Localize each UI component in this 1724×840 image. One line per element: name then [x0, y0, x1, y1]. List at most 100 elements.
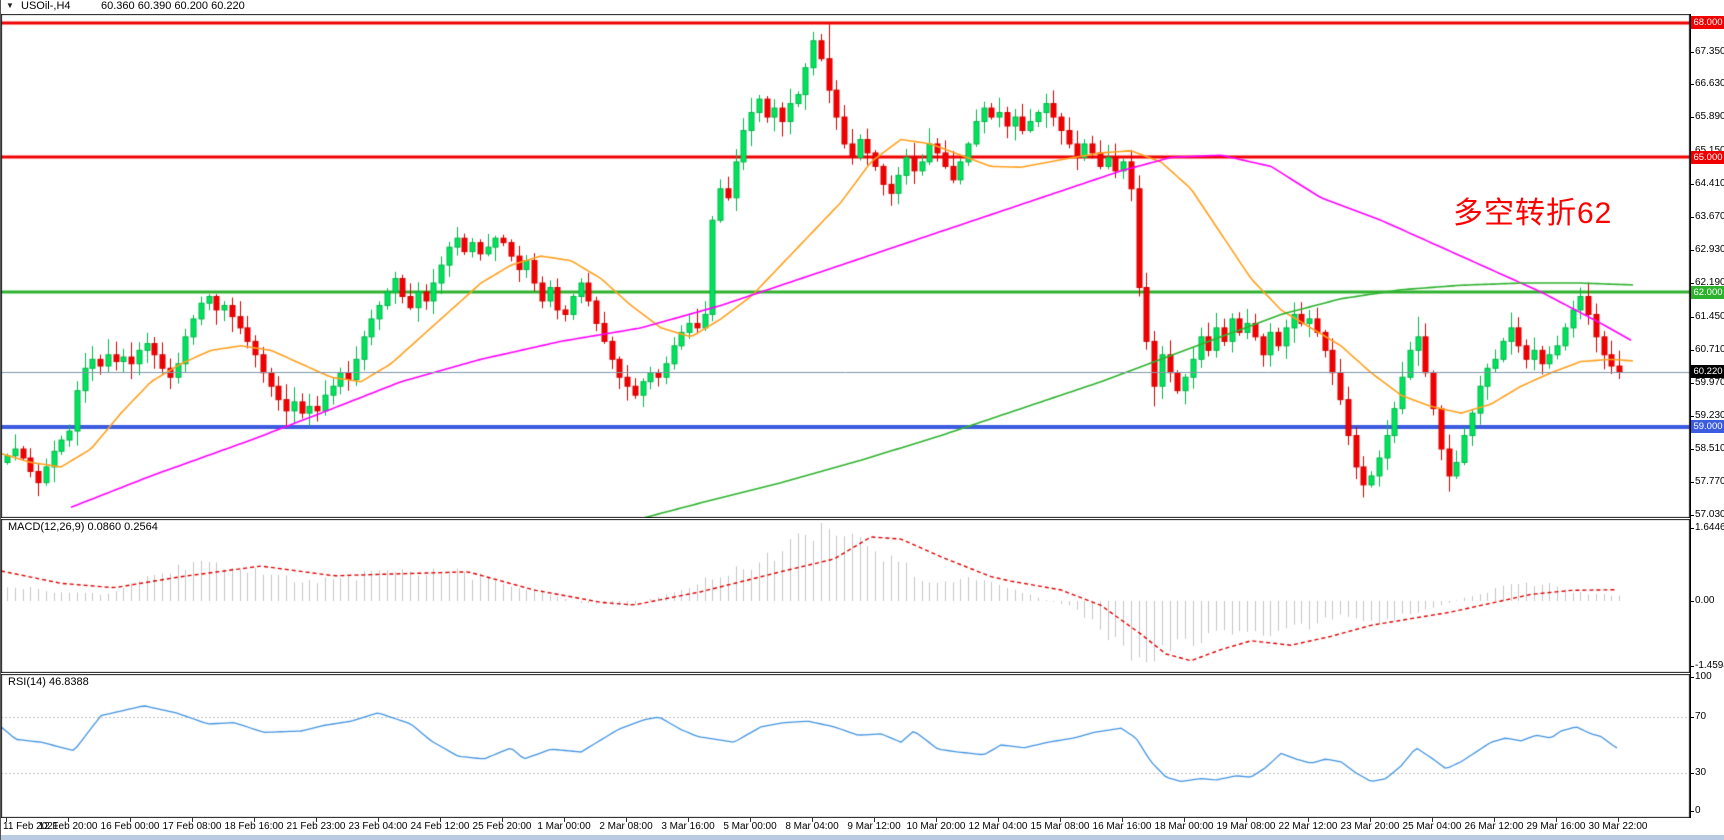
time-axis-tick — [626, 818, 627, 822]
time-axis-tick — [874, 818, 875, 822]
macd-axis-label: 0.00 — [1695, 595, 1715, 606]
price-axis-label: 66.630 — [1695, 78, 1724, 89]
time-axis-tick — [936, 818, 937, 822]
time-axis-label: 18 Feb 16:00 — [224, 821, 284, 832]
time-axis-label: 8 Mar 04:00 — [785, 821, 839, 832]
rsi-axis-label: 70 — [1695, 711, 1707, 722]
price-axis-label: 62.190 — [1695, 277, 1724, 288]
macd-axis-tick — [1690, 528, 1694, 529]
time-axis-tick — [192, 818, 193, 822]
rsi-axis-label: 30 — [1695, 767, 1707, 778]
price-axis-label: 64.410 — [1695, 178, 1724, 189]
rsi-axis-tick — [1690, 773, 1694, 774]
time-axis-label: 30 Mar 22:00 — [1588, 821, 1648, 832]
time-axis-tick — [130, 818, 131, 822]
price-axis-tick — [1690, 482, 1694, 483]
macd-axis-label: 1.6446 — [1695, 522, 1724, 533]
time-axis-tick — [6, 818, 7, 822]
price-axis-tick — [1690, 84, 1694, 85]
time-axis-label: 29 Mar 16:00 — [1526, 821, 1586, 832]
price-axis-tick — [1690, 217, 1694, 218]
time-axis-tick — [68, 818, 69, 822]
time-axis-label: 17 Feb 08:00 — [162, 821, 222, 832]
window-bottom-strip — [1, 835, 1724, 840]
price-axis-tick — [1690, 117, 1694, 118]
time-axis-tick — [1618, 818, 1619, 822]
price-axis-label: 58.510 — [1695, 443, 1724, 454]
time-axis-label: 1 Mar 00:00 — [537, 821, 591, 832]
rsi-axis-label: 100 — [1695, 671, 1712, 682]
price-axis-label: 67.350 — [1695, 46, 1724, 57]
time-axis-tick — [564, 818, 565, 822]
time-axis-label: 22 Mar 12:00 — [1278, 821, 1338, 832]
price-level-badge: 68.000 — [1691, 16, 1724, 29]
price-axis-tick — [1690, 449, 1694, 450]
time-axis-label: 19 Mar 08:00 — [1216, 821, 1276, 832]
macd-indicator-label: MACD(12,26,9) 0.0860 0.2564 — [8, 521, 158, 533]
time-axis-tick — [316, 818, 317, 822]
time-axis-label: 18 Mar 00:00 — [1154, 821, 1214, 832]
price-axis-label: 61.450 — [1695, 311, 1724, 322]
time-axis-tick — [688, 818, 689, 822]
time-axis-tick — [812, 818, 813, 822]
price-axis-label: 59.230 — [1695, 410, 1724, 421]
time-axis-tick — [1556, 818, 1557, 822]
price-axis-label: 62.930 — [1695, 244, 1724, 255]
price-axis-tick — [1690, 283, 1694, 284]
time-axis-tick — [1184, 818, 1185, 822]
price-axis-label: 63.670 — [1695, 211, 1724, 222]
time-axis-label: 12 Mar 04:00 — [968, 821, 1028, 832]
time-axis-label: 23 Feb 04:00 — [348, 821, 408, 832]
chart-annotation-text: 多空转折62 — [1453, 197, 1613, 230]
chart-titlebar: ▼ USOil-,H4 60.360 60.390 60.200 60.220 — [1, 0, 1724, 14]
rsi-indicator-label: RSI(14) 46.8388 — [8, 676, 89, 688]
time-axis-label: 25 Feb 20:00 — [472, 821, 532, 832]
price-axis-tick — [1690, 184, 1694, 185]
time-axis-label: 16 Mar 16:00 — [1092, 821, 1152, 832]
rsi-axis-tick — [1690, 677, 1694, 678]
price-axis-label: 59.970 — [1695, 377, 1724, 388]
time-axis-label: 2 Mar 08:00 — [599, 821, 653, 832]
rsi-chart-canvas[interactable] — [1, 674, 1690, 818]
price-level-badge: 62.000 — [1691, 286, 1724, 299]
price-axis-label: 57.770 — [1695, 476, 1724, 487]
time-axis-label: 3 Mar 16:00 — [661, 821, 715, 832]
price-axis-tick — [1690, 52, 1694, 53]
time-axis-tick — [378, 818, 379, 822]
price-axis-label: 65.150 — [1695, 145, 1724, 156]
time-axis-tick — [1494, 818, 1495, 822]
price-axis-label: 57.030 — [1695, 509, 1724, 520]
price-axis-tick — [1690, 383, 1694, 384]
bid-price-badge: 60.220 — [1691, 365, 1724, 378]
symbol-timeframe-label: USOil-,H4 — [21, 0, 71, 12]
price-axis-tick — [1690, 250, 1694, 251]
time-axis-tick — [502, 818, 503, 822]
time-axis-label: 15 Mar 08:00 — [1030, 821, 1090, 832]
time-axis-tick — [440, 818, 441, 822]
time-axis-tick — [254, 818, 255, 822]
macd-chart-canvas[interactable] — [1, 519, 1690, 673]
time-axis-label: 5 Mar 00:00 — [723, 821, 777, 832]
price-axis-tick — [1690, 515, 1694, 516]
time-axis-tick — [998, 818, 999, 822]
time-axis-label: 16 Feb 00:00 — [100, 821, 160, 832]
price-axis-tick — [1690, 317, 1694, 318]
symbol-dropdown-icon[interactable]: ▼ — [6, 1, 14, 10]
time-axis-label: 10 Mar 20:00 — [906, 821, 966, 832]
time-axis-tick — [1060, 818, 1061, 822]
time-axis-label: 24 Feb 12:00 — [410, 821, 470, 832]
rsi-axis-tick — [1690, 811, 1694, 812]
ohlc-readout: 60.360 60.390 60.200 60.220 — [101, 0, 245, 12]
price-chart-canvas[interactable] — [1, 14, 1690, 518]
time-axis-label: 12 Feb 20:00 — [38, 821, 98, 832]
price-axis-label: 60.710 — [1695, 344, 1724, 355]
time-axis-tick — [1370, 818, 1371, 822]
price-axis-tick — [1690, 350, 1694, 351]
macd-axis-tick — [1690, 666, 1694, 667]
macd-axis-tick — [1690, 601, 1694, 602]
time-axis-tick — [1122, 818, 1123, 822]
time-axis-label: 26 Mar 12:00 — [1464, 821, 1524, 832]
price-level-badge: 59.000 — [1691, 420, 1724, 433]
price-axis-tick — [1690, 416, 1694, 417]
